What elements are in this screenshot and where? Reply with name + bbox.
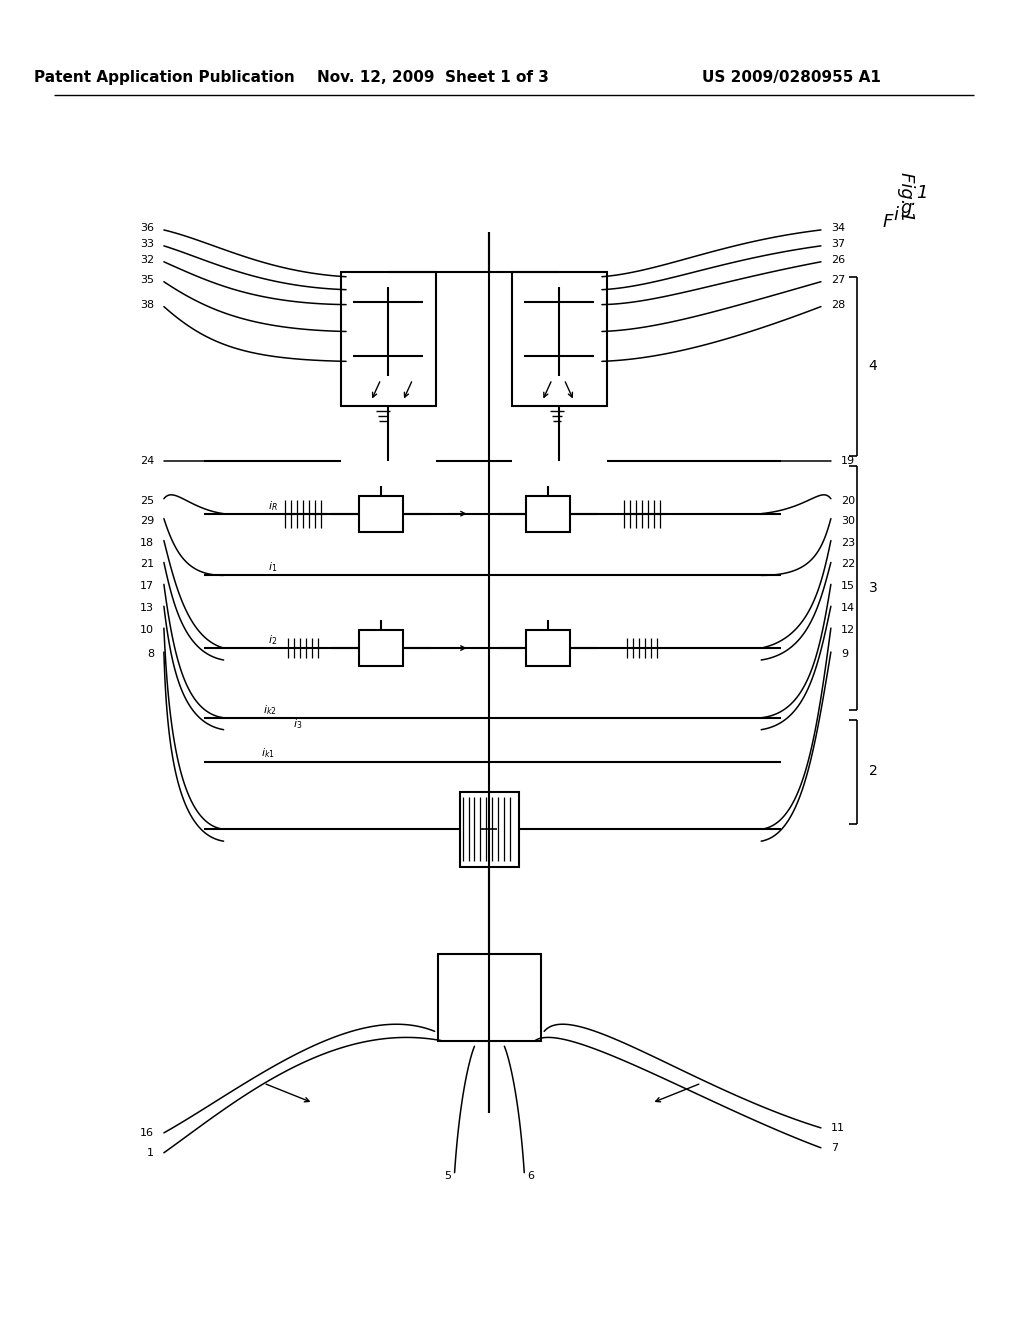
Text: 5: 5 [444,1171,452,1180]
Text: .: . [910,191,916,209]
Text: 36: 36 [140,223,154,232]
Text: 24: 24 [139,455,154,466]
Text: 4: 4 [868,359,878,374]
Text: 1: 1 [146,1148,154,1158]
Text: 9: 9 [841,649,848,659]
Text: 32: 32 [140,255,154,265]
Text: 26: 26 [830,255,845,265]
Text: 16: 16 [140,1127,154,1138]
Bar [526,630,570,667]
Bar [341,272,435,407]
Text: 13: 13 [140,603,154,614]
Text: $i_R$: $i_R$ [268,499,279,512]
Text: i: i [894,206,899,224]
Text: 35: 35 [140,275,154,285]
Bar [359,496,402,532]
Text: 23: 23 [841,537,855,548]
Text: $i_{k1}$: $i_{k1}$ [261,747,275,760]
Text: 6: 6 [527,1171,535,1180]
Text: 38: 38 [140,300,154,310]
Bar [437,953,542,1041]
Text: 1: 1 [916,183,928,202]
Text: 3: 3 [868,581,878,595]
Text: Patent Application Publication: Patent Application Publication [34,70,294,84]
Text: 22: 22 [841,560,855,569]
Text: 12: 12 [841,626,855,635]
Text: 29: 29 [139,516,154,525]
Text: 11: 11 [830,1123,845,1133]
Text: 20: 20 [841,496,855,506]
Text: 30: 30 [841,516,855,525]
Bar [512,272,607,407]
Text: F: F [883,213,893,231]
Text: 2: 2 [868,764,878,779]
Text: 37: 37 [830,239,845,249]
Text: 10: 10 [140,626,154,635]
Text: 25: 25 [140,496,154,506]
Text: 7: 7 [830,1143,838,1152]
Text: $i_2$: $i_2$ [268,634,278,647]
Text: 18: 18 [140,537,154,548]
Text: US 2009/0280955 A1: US 2009/0280955 A1 [701,70,881,84]
Text: 28: 28 [830,300,845,310]
Bar [359,630,402,667]
Text: 19: 19 [841,455,855,466]
Text: 17: 17 [140,581,154,591]
Text: 34: 34 [830,223,845,232]
Text: 15: 15 [841,581,855,591]
Bar [460,792,519,867]
Text: Nov. 12, 2009  Sheet 1 of 3: Nov. 12, 2009 Sheet 1 of 3 [316,70,549,84]
Text: $i_{k2}$: $i_{k2}$ [263,702,278,717]
Text: 14: 14 [841,603,855,614]
Text: g: g [900,199,912,216]
Text: $i_1$: $i_1$ [268,561,278,574]
Text: 8: 8 [146,649,154,659]
Text: $i_3$: $i_3$ [293,717,303,730]
Text: Fig. 1: Fig. 1 [897,172,914,222]
Text: 33: 33 [140,239,154,249]
Text: 27: 27 [830,275,845,285]
Text: 21: 21 [140,560,154,569]
Bar [526,496,570,532]
